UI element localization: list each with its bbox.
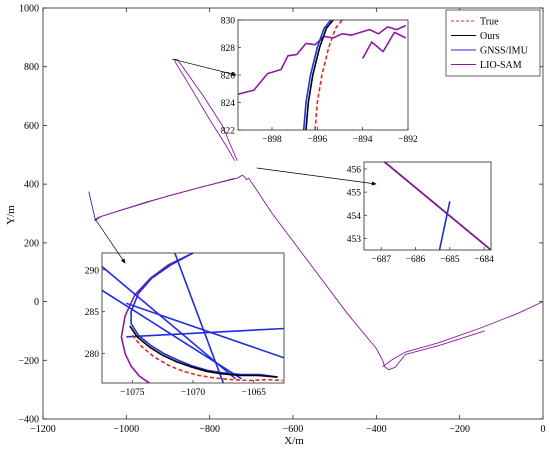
inset-frame — [363, 161, 492, 251]
inset-y-tick-label: 454 — [347, 212, 362, 222]
inset-y-tick-label: 455 — [347, 189, 362, 199]
legend: True Ours GNSS/IMU LIO-SAM — [445, 9, 541, 77]
x-tick-label: −400 — [366, 424, 387, 435]
inset-1-series-ours — [305, 20, 334, 130]
inset-x-tick-label: −1070 — [181, 388, 206, 398]
inset-y-tick-label: 828 — [221, 44, 236, 54]
inset-x-tick-label: −898 — [262, 135, 282, 145]
inset-y-tick-label: 822 — [221, 127, 236, 137]
inset-x-tick-label: −1075 — [120, 388, 145, 398]
y-tick-label: 0 — [34, 297, 39, 308]
inset-y-tick-label: 290 — [85, 266, 100, 276]
inset-x-tick-label: −686 — [406, 255, 426, 265]
inset-3-series-lio-sam — [120, 253, 194, 383]
legend-label-gnss-imu: GNSS/IMU — [480, 46, 529, 57]
legend-label-ours: Ours — [480, 31, 500, 42]
y-tick-label: 200 — [24, 238, 39, 249]
y-tick-label: −400 — [18, 415, 39, 426]
legend-label-lio-sam: LIO-SAM — [480, 60, 522, 71]
inset-x-tick-label: −687 — [371, 255, 391, 265]
inset-3-series-gnss-imu — [126, 302, 284, 359]
inset-x-tick-label: −892 — [398, 135, 418, 145]
x-axis-label: X/m — [284, 435, 304, 447]
inset-3-series-ours — [129, 325, 277, 378]
inset-background — [364, 162, 491, 250]
y-tick-label: −200 — [18, 356, 39, 367]
inset-3-series-gnss-imu — [102, 289, 242, 380]
legend-label-true: True — [480, 17, 499, 28]
callout-arrow — [94, 218, 126, 264]
inset-y-tick-label: 280 — [85, 350, 100, 360]
inset-1-series-lio-sam — [238, 24, 407, 95]
inset-1-series-lio-sam — [361, 31, 407, 59]
inset-1-series-gnss-imu — [302, 20, 332, 130]
inset-x-tick-label: −685 — [440, 255, 460, 265]
x-tick-label: −1200 — [30, 424, 56, 435]
inset-x-tick-label: −1065 — [241, 388, 266, 398]
x-tick-label: −800 — [199, 424, 220, 435]
inset-3-series-gnss-imu — [102, 265, 237, 380]
callout-arrow — [172, 58, 237, 77]
y-tick-label: 600 — [24, 121, 39, 132]
main-series-lio-sam — [94, 177, 235, 222]
inset-1-series-true — [314, 20, 343, 130]
y-tick-label: 1000 — [19, 4, 39, 15]
inset-3-series-gnss-imu — [174, 253, 225, 383]
y-tick-label: 400 — [24, 180, 39, 191]
inset-2-series-lio-sam — [384, 162, 491, 250]
callout-arrow — [256, 167, 377, 186]
inset-1: −898 −896 −894 −892 822 824 826 828 830 — [221, 17, 418, 146]
inset-2: −687 −686 −685 −684 453 454 455 456 — [347, 161, 494, 265]
inset-x-tick-label: −894 — [353, 135, 373, 145]
inset-y-tick-label: 453 — [347, 235, 362, 245]
x-tick-label: −600 — [283, 424, 304, 435]
x-tick-label: −1000 — [114, 424, 140, 435]
inset-y-tick-label: 456 — [347, 165, 362, 175]
y-axis-label: Y/m — [5, 205, 17, 225]
main-series-lio-sam — [382, 301, 544, 368]
inset-background — [102, 253, 284, 383]
inset-3: −1075 −1070 −1065 280 285 290 — [85, 252, 285, 398]
x-tick-label: 0 — [541, 424, 546, 435]
inset-y-tick-label: 824 — [221, 99, 236, 109]
x-tick-label: −200 — [449, 424, 470, 435]
inset-x-tick-label: −896 — [308, 135, 328, 145]
inset-y-tick-label: 285 — [85, 308, 100, 318]
inset-y-tick-label: 826 — [221, 72, 236, 82]
inset-3-series-gnss-imu — [126, 327, 284, 338]
inset-3-series-true — [131, 334, 283, 382]
inset-y-tick-label: 830 — [221, 17, 236, 27]
inset-2-series-gnss-imu — [438, 201, 451, 250]
inset-x-tick-label: −684 — [474, 255, 494, 265]
y-tick-label: 800 — [24, 62, 39, 73]
